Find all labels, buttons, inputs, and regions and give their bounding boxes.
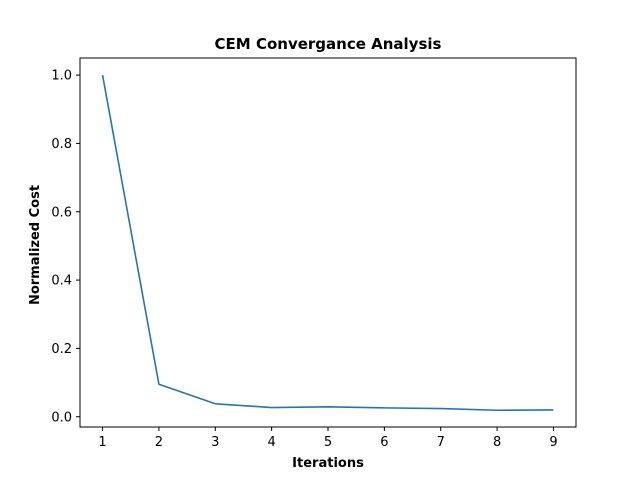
y-tick-label: 1.0 (51, 69, 72, 84)
y-axis-title: Normalized Cost (28, 185, 43, 305)
x-axis-title: Iterations (292, 456, 364, 471)
x-tick-label: 7 (437, 435, 445, 450)
x-tick-label: 9 (549, 435, 557, 450)
axes-frame (79, 57, 577, 428)
x-tick-label: 1 (98, 435, 106, 450)
x-tick-label: 5 (324, 435, 332, 450)
x-tick-label: 2 (155, 435, 163, 450)
y-tick-label: 0.4 (51, 274, 72, 289)
chart-title: CEM Convergance Analysis (215, 35, 442, 53)
x-tick-label: 3 (211, 435, 219, 450)
y-tick-label: 0.8 (51, 137, 72, 152)
y-tick-label: 0.2 (51, 342, 72, 357)
x-tick-label: 4 (267, 435, 275, 450)
x-tick-label: 6 (380, 435, 388, 450)
axis-ticks: 1 2 3 4 5 6 7 8 9 0.0 0.2 0.4 0.6 0.8 1.0 (51, 69, 557, 450)
plot-area (101, 74, 554, 412)
series-line-0 (101, 74, 554, 412)
y-tick-label: 0.0 (51, 410, 72, 425)
x-tick-label: 8 (493, 435, 501, 450)
y-tick-label: 0.6 (51, 205, 72, 220)
